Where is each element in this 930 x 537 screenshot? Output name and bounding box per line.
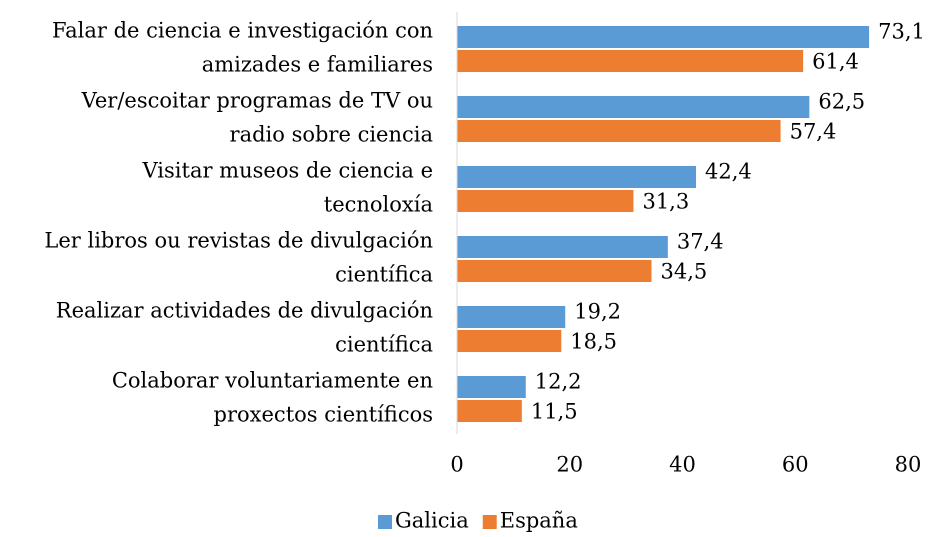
data-label: 61,4 [812,50,859,74]
x-tick-label: 80 [895,453,922,477]
data-label: 19,2 [574,300,621,324]
data-label: 37,4 [677,230,724,254]
y-tick-label: radio sobre ciencia [230,123,433,147]
y-tick-label: científica [335,263,433,287]
y-tick-label: Visitar museos de ciencia e [142,159,434,183]
bar [457,306,566,328]
data-label: 31,3 [642,190,689,214]
x-tick-label: 40 [669,453,696,477]
legend-label: España [500,509,578,533]
y-tick-label: Colaborar voluntariamente en [112,369,433,393]
legend-swatch [482,515,497,529]
data-label: 18,5 [570,330,617,354]
data-label: 57,4 [790,120,837,144]
bar [457,190,634,212]
bar [457,166,697,188]
bar [457,236,668,258]
y-tick-label: Falar de ciencia e investigación con [52,19,433,43]
data-label: 12,2 [535,370,582,394]
bar [457,50,804,72]
y-tick-label: Realizar actividades de divulgación [56,299,433,323]
bar [457,120,781,142]
data-label: 73,1 [878,20,925,44]
bar [457,330,562,352]
y-tick-label: Ver/escoitar programas de TV ou [81,89,433,113]
y-tick-label: tecnoloxía [324,193,433,217]
y-tick-label: amizades e familiares [202,53,433,77]
legend-label: Galicia [395,509,469,533]
bar [457,260,652,282]
data-label: 11,5 [531,400,578,424]
y-tick-label: científica [335,333,433,357]
data-label: 42,4 [705,160,752,184]
bar [457,376,526,398]
bar [457,96,810,118]
x-tick-label: 60 [782,453,809,477]
bar [457,26,870,48]
y-tick-label: Ler libros ou revistas de divulgación [44,229,433,253]
data-label: 34,5 [660,260,707,284]
x-tick-label: 0 [450,453,463,477]
y-tick-label: proxectos científicos [214,403,433,427]
legend-swatch [378,515,392,529]
x-tick-label: 20 [556,453,583,477]
data-label: 62,5 [818,90,865,114]
bar [457,400,522,422]
